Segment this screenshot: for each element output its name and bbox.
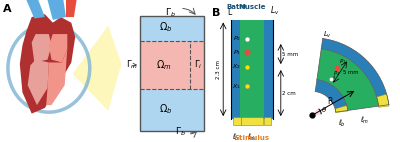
Text: Stimulus: Stimulus	[234, 135, 270, 141]
Bar	[140, 41, 204, 89]
Text: $\Omega_b$: $\Omega_b$	[159, 20, 172, 34]
Bar	[233, 117, 240, 125]
Polygon shape	[66, 0, 76, 17]
Text: $\ell_m$: $\ell_m$	[360, 114, 370, 126]
Text: $\Omega_m$: $\Omega_m$	[156, 59, 172, 72]
Wedge shape	[321, 38, 389, 106]
Text: $P_2$: $P_2$	[233, 34, 241, 43]
Bar	[264, 117, 272, 125]
Text: 2.3 cm: 2.3 cm	[216, 60, 222, 79]
Text: $\Gamma_b$: $\Gamma_b$	[174, 125, 186, 137]
Text: $P_1$: $P_1$	[339, 58, 346, 66]
Polygon shape	[48, 0, 66, 20]
Text: $L_v$: $L_v$	[323, 30, 332, 40]
Polygon shape	[32, 34, 52, 62]
Bar	[264, 20, 273, 119]
Bar	[140, 16, 204, 131]
Text: $P_1$: $P_1$	[233, 48, 241, 57]
Text: 2 cm: 2 cm	[282, 91, 296, 96]
Bar	[231, 20, 240, 119]
Text: Muscle: Muscle	[238, 5, 266, 11]
Text: B: B	[212, 8, 220, 18]
Text: A: A	[3, 4, 11, 14]
Wedge shape	[315, 80, 348, 112]
Text: $\Gamma_b$: $\Gamma_b$	[165, 6, 176, 19]
Text: $X_2$: $X_2$	[232, 63, 241, 71]
Text: L: L	[228, 8, 232, 17]
Bar	[240, 20, 264, 119]
Text: $\Gamma_i$: $\Gamma_i$	[194, 59, 202, 71]
Text: $X_1$: $X_1$	[232, 82, 241, 91]
Wedge shape	[335, 106, 348, 113]
Polygon shape	[28, 60, 49, 105]
Bar	[240, 117, 264, 125]
Bar	[140, 16, 204, 41]
Text: $\theta$: $\theta$	[321, 105, 327, 113]
Text: $\ell_b$: $\ell_b$	[338, 117, 346, 129]
Text: 5 mm: 5 mm	[282, 52, 299, 57]
Polygon shape	[26, 0, 45, 18]
Text: $\ell_m$: $\ell_m$	[247, 131, 257, 142]
Wedge shape	[377, 94, 389, 107]
Polygon shape	[20, 14, 75, 114]
Text: $\ell_b$: $\ell_b$	[232, 131, 239, 142]
Text: $P_2$: $P_2$	[333, 69, 340, 78]
Text: $L_v$: $L_v$	[270, 5, 279, 17]
Text: Bath: Bath	[226, 5, 245, 11]
Text: R: R	[327, 97, 332, 106]
Bar	[140, 89, 204, 131]
Text: $\Omega_b$: $\Omega_b$	[159, 102, 172, 116]
Polygon shape	[312, 109, 321, 115]
Polygon shape	[46, 48, 67, 105]
Polygon shape	[49, 34, 67, 62]
Polygon shape	[73, 26, 122, 111]
Text: $\Gamma_m$: $\Gamma_m$	[126, 59, 138, 71]
Text: 5 mm: 5 mm	[343, 70, 358, 75]
Wedge shape	[317, 49, 379, 110]
